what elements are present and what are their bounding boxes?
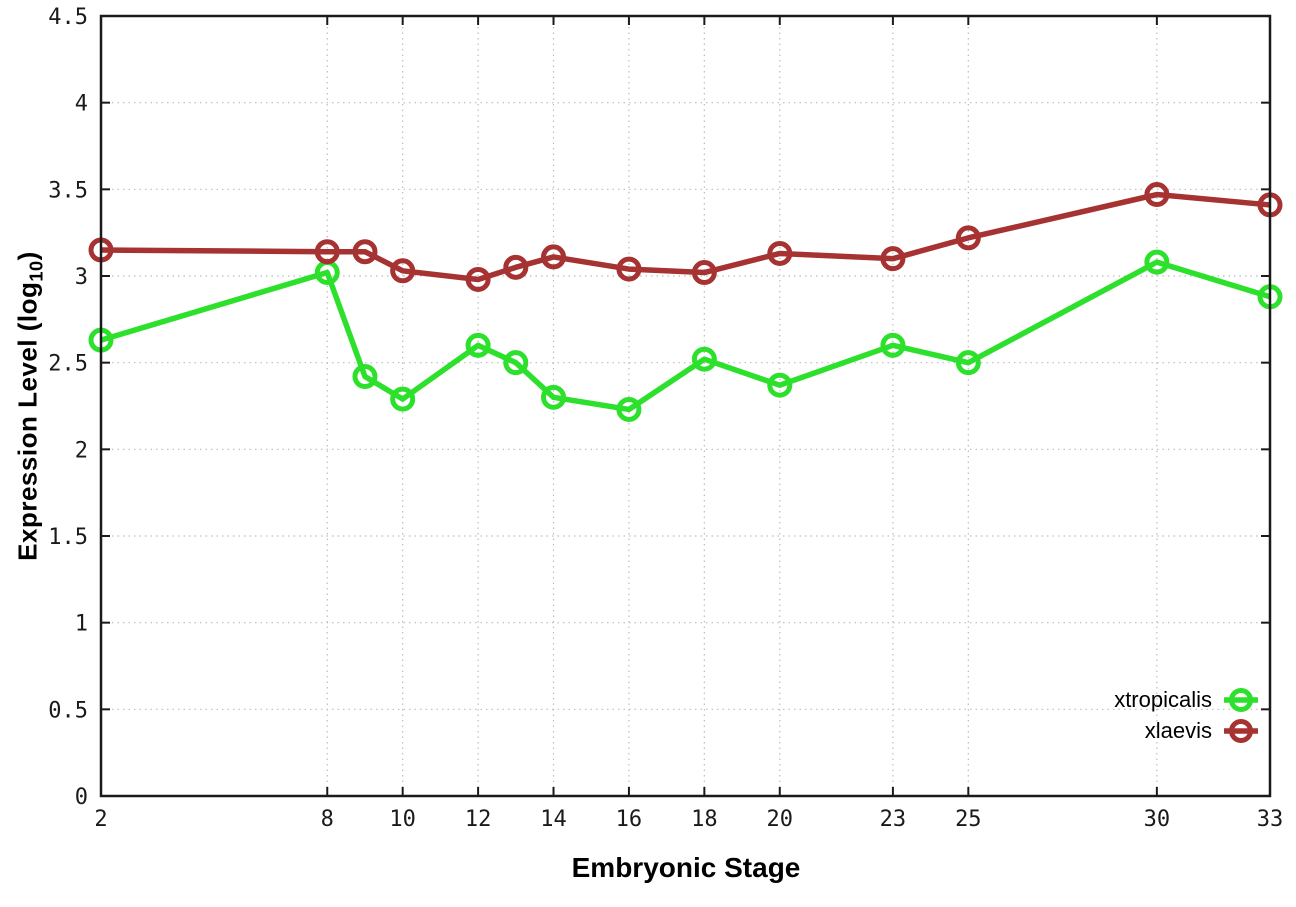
x-tick-label: 12 bbox=[465, 807, 492, 832]
data-point-xtropicalis bbox=[541, 384, 567, 410]
data-point-xlaevis bbox=[541, 244, 567, 270]
data-point-xlaevis bbox=[1144, 182, 1170, 208]
data-point-xlaevis bbox=[465, 266, 491, 292]
data-point-xlaevis bbox=[691, 260, 717, 286]
data-point-xlaevis bbox=[390, 258, 416, 284]
x-tick-label: 14 bbox=[540, 807, 567, 832]
x-tick-label: 20 bbox=[767, 807, 794, 832]
data-point-xtropicalis bbox=[691, 346, 717, 372]
y-tick-label: 2.5 bbox=[48, 352, 88, 377]
y-tick-label: 1.5 bbox=[48, 525, 88, 550]
x-tick-label: 2 bbox=[94, 807, 107, 832]
x-tick-label: 23 bbox=[880, 807, 907, 832]
data-point-xlaevis bbox=[314, 239, 340, 265]
series-line-xtropicalis bbox=[100, 259, 1271, 413]
data-point-xtropicalis bbox=[352, 364, 378, 390]
data-point-xtropicalis bbox=[955, 350, 981, 376]
y-tick-label: 4.5 bbox=[48, 5, 88, 30]
legend-label-xlaevis: xlaevis bbox=[1144, 717, 1212, 743]
data-point-xtropicalis bbox=[616, 396, 642, 422]
x-tick-label: 33 bbox=[1257, 807, 1284, 832]
y-axis-title-text: Expression Level (log bbox=[12, 281, 43, 561]
data-point-xtropicalis bbox=[503, 350, 529, 376]
y-tick-label: 3 bbox=[75, 265, 88, 290]
y-tick-label: 3.5 bbox=[48, 178, 88, 203]
x-tick-label: 30 bbox=[1144, 807, 1171, 832]
legend-item-xlaevis: xlaevis bbox=[1114, 715, 1260, 746]
data-point-xlaevis bbox=[616, 256, 642, 282]
data-point-xtropicalis bbox=[1144, 249, 1170, 275]
y-tick-label: 4 bbox=[75, 92, 88, 117]
series-line-xlaevis bbox=[100, 191, 1271, 283]
data-point-xlaevis bbox=[503, 254, 529, 280]
legend-sample-line-icon bbox=[1224, 687, 1258, 712]
y-tick-label: 1 bbox=[75, 612, 88, 637]
legend-item-xtropicalis: xtropicalis bbox=[1114, 684, 1260, 715]
y-tick-label: 0 bbox=[75, 785, 88, 810]
y-axis-title: Expression Level (log10) bbox=[12, 251, 47, 561]
data-point-xlaevis bbox=[880, 246, 906, 272]
x-tick-label: 8 bbox=[321, 807, 334, 832]
data-point-xtropicalis bbox=[390, 386, 416, 412]
y-tick-label: 0.5 bbox=[48, 698, 88, 723]
data-point-xlaevis bbox=[955, 225, 981, 251]
data-point-xtropicalis bbox=[767, 372, 793, 398]
y-axis-title-subscript: 10 bbox=[26, 260, 47, 282]
legend-label-xtropicalis: xtropicalis bbox=[1114, 686, 1212, 712]
legend: xtropicalis xlaevis bbox=[1114, 684, 1260, 746]
x-tick-label: 10 bbox=[389, 807, 416, 832]
y-axis-title-close: ) bbox=[12, 251, 43, 261]
plot-border bbox=[99, 14, 1272, 798]
data-point-xtropicalis bbox=[880, 332, 906, 358]
y-tick-label: 2 bbox=[75, 438, 88, 463]
x-tick-label: 16 bbox=[616, 807, 643, 832]
data-point-xtropicalis bbox=[465, 332, 491, 358]
legend-sample-line-icon bbox=[1224, 718, 1258, 743]
x-tick-label: 25 bbox=[955, 807, 982, 832]
x-tick-label: 18 bbox=[691, 807, 718, 832]
data-point-xlaevis bbox=[767, 240, 793, 266]
data-point-xlaevis bbox=[352, 239, 378, 265]
x-axis-title: Embryonic Stage bbox=[571, 852, 801, 883]
